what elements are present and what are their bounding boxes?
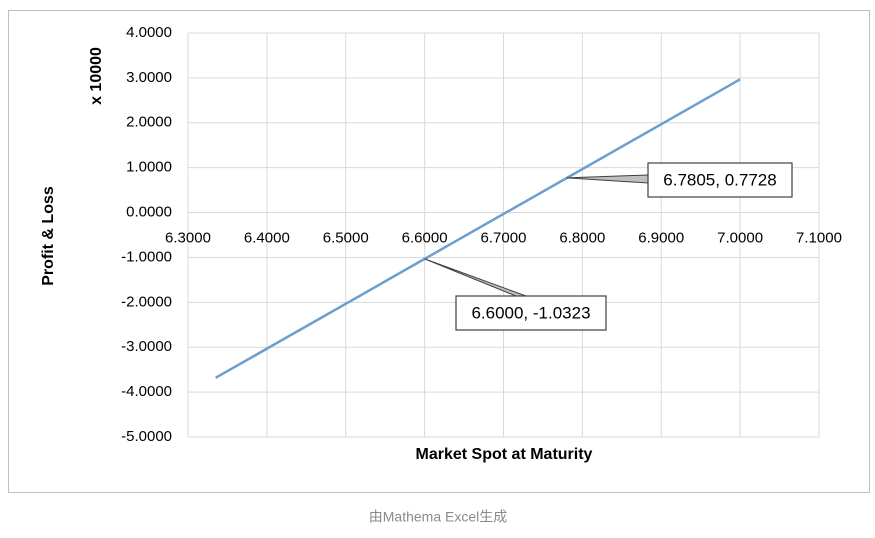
series-line [214,78,741,379]
y-tick-label: -3.0000 [121,338,172,355]
x-tick-label: 6.6000 [402,230,448,247]
y-tick-label: 1.0000 [126,159,172,176]
x-tick-label: 7.1000 [796,230,842,247]
y-tick-label: -2.0000 [121,293,172,310]
x-tick-label: 6.8000 [559,230,605,247]
y-tick-label: -4.0000 [121,383,172,400]
y-tick-label: 2.0000 [126,114,172,131]
y-title: x 10000 [88,47,105,105]
y-tick-label: -5.0000 [121,428,172,445]
caption: 由Mathema Excel生成 [369,509,507,525]
annotation-label: 6.7805, 0.7728 [663,170,776,189]
annotation-box [647,162,793,198]
x-tick-label: 6.7000 [481,230,527,247]
y-tick-label: 0.0000 [126,204,172,221]
x-tick-label: 6.3000 [165,230,211,247]
y-tick-label: 4.0000 [126,24,172,41]
annotation-label: 6.6000, -1.0323 [471,303,590,322]
y-tick-label: -1.0000 [121,248,172,265]
x-tick-label: 6.9000 [638,230,684,247]
x-axis-label: Market Spot at Maturity [416,446,593,463]
y-tick-label: 3.0000 [126,69,172,86]
annotation-box [455,295,607,331]
x-tick-label: 6.4000 [244,230,290,247]
x-tick-label: 6.5000 [323,230,369,247]
y-axis-label: Profit & Loss [40,186,57,286]
x-tick-label: 7.0000 [717,230,763,247]
